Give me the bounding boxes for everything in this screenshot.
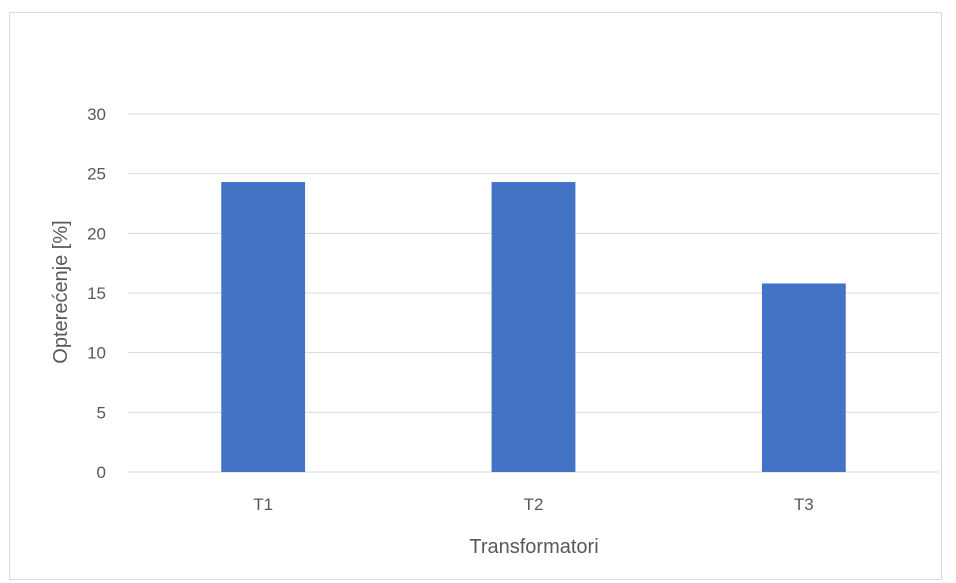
y-tick-label: 10 [87, 344, 106, 363]
bar-t1 [221, 182, 306, 472]
y-tick-label: 30 [87, 105, 106, 124]
y-tick-label: 0 [97, 463, 106, 482]
y-tick-labels: 0 5 10 15 20 25 30 [87, 105, 106, 482]
bar-t3 [761, 283, 846, 472]
x-tick-label: T3 [794, 495, 814, 514]
bars [221, 182, 846, 472]
x-tick-labels: T1 T2 T3 [253, 495, 814, 514]
y-axis-title: Opterećenje [%] [50, 220, 72, 363]
x-axis-title: Transformatori [469, 536, 598, 558]
y-tick-label: 15 [87, 284, 106, 303]
y-tick-label: 5 [97, 403, 106, 422]
x-tick-label: T2 [524, 495, 544, 514]
x-tick-label: T1 [253, 495, 273, 514]
bar-t2 [491, 182, 576, 472]
y-tick-label: 25 [87, 165, 106, 184]
y-tick-label: 20 [87, 224, 106, 243]
